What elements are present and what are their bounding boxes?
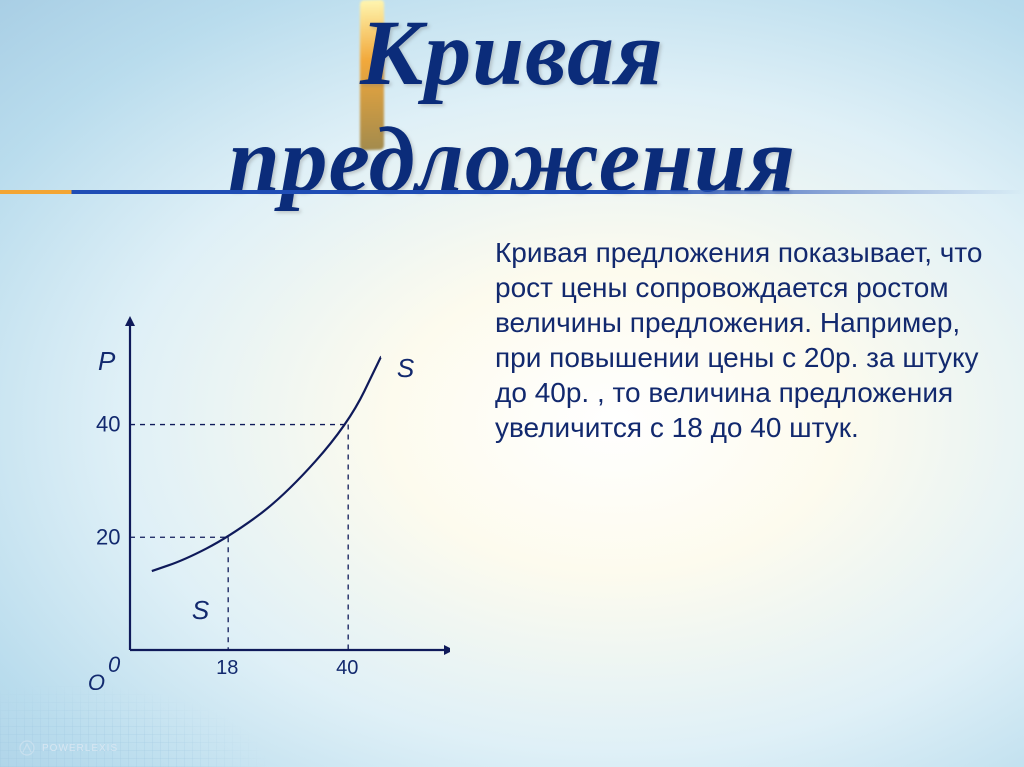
title-underline <box>0 190 1024 194</box>
footer-brand: POWERLEXIS <box>18 739 118 757</box>
svg-text:S: S <box>192 595 210 625</box>
svg-text:20: 20 <box>96 524 120 549</box>
svg-text:40: 40 <box>336 657 358 679</box>
supply-curve-chart: P Q0 20 40 18 40 S S <box>70 290 450 690</box>
svg-text:S: S <box>397 353 415 383</box>
svg-text:Q: Q <box>88 670 105 690</box>
svg-text:40: 40 <box>96 412 120 437</box>
svg-text:18: 18 <box>216 657 238 679</box>
description-text: Кривая предложения показывает, что рост … <box>495 235 985 445</box>
title-line-2: предложения <box>0 107 1024 214</box>
title-line-1: Кривая <box>0 0 1024 107</box>
svg-text:0: 0 <box>108 652 121 677</box>
chart-svg: P Q0 20 40 18 40 S S <box>70 290 450 690</box>
svg-text:P: P <box>98 346 116 376</box>
brand-icon <box>18 739 36 757</box>
brand-label: POWERLEXIS <box>42 743 118 754</box>
slide-title: Кривая предложения <box>0 0 1024 214</box>
